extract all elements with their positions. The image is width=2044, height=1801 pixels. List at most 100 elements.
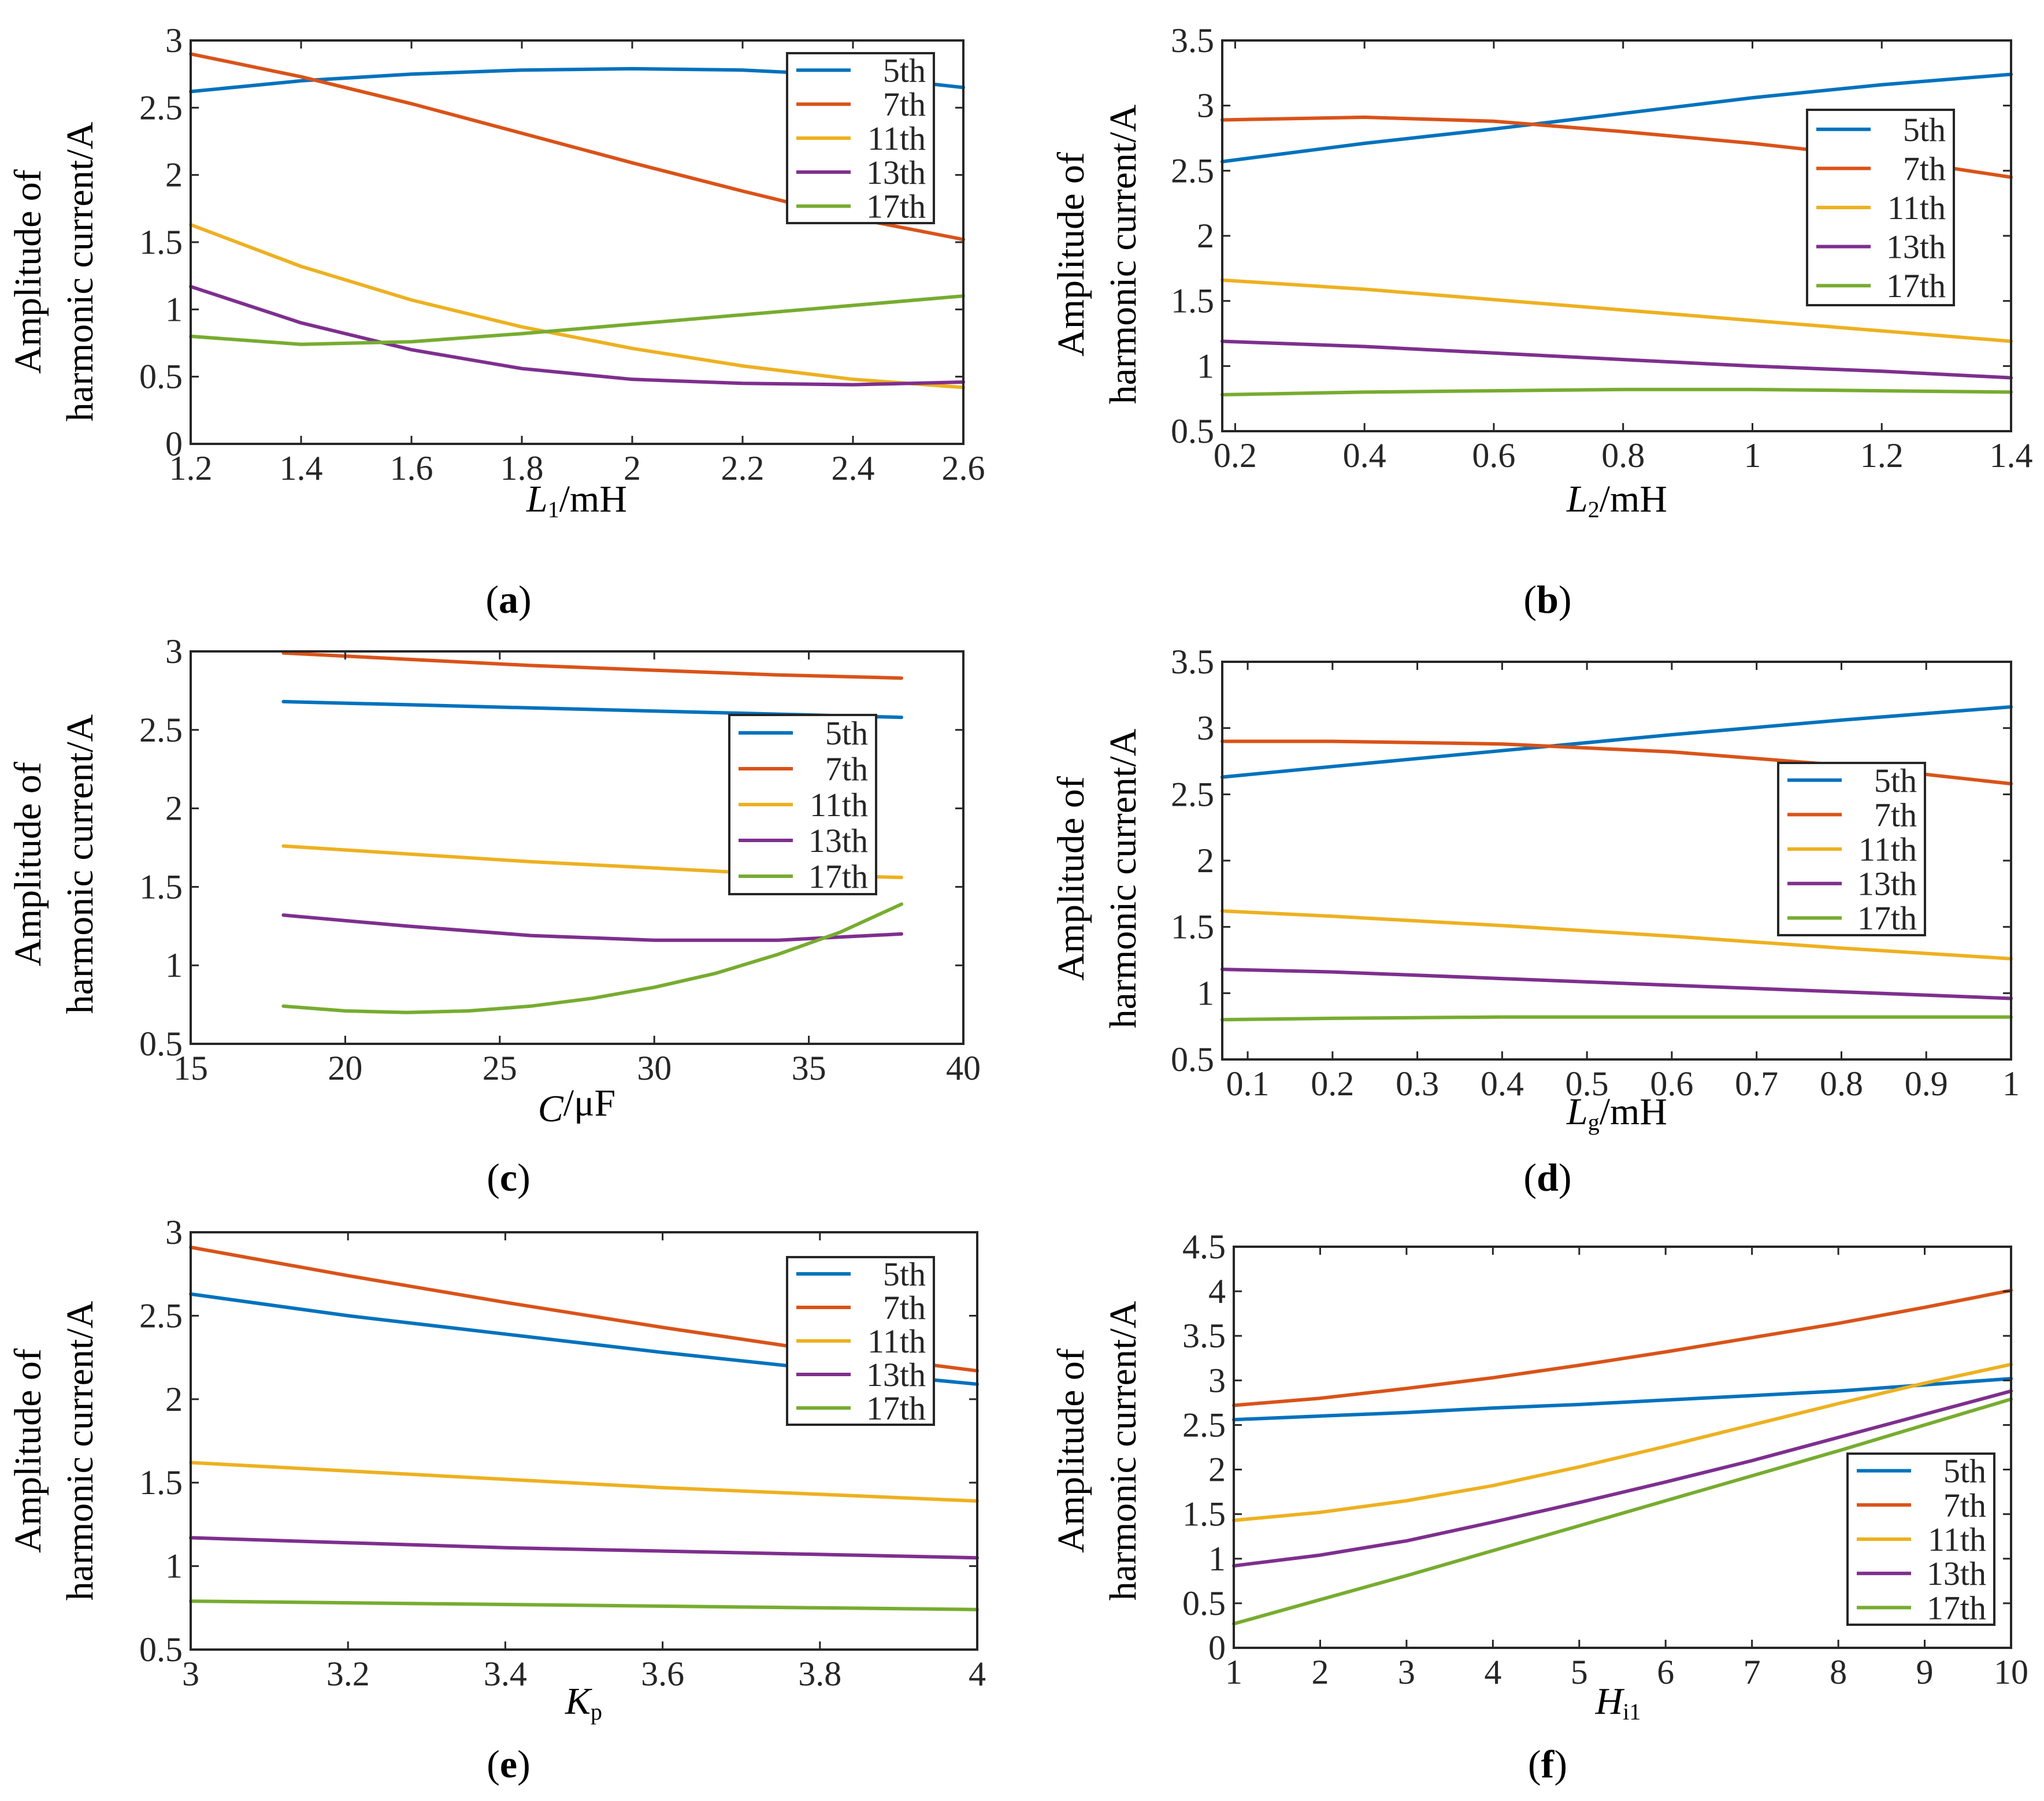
y-tick-label: 2.5 bbox=[1171, 775, 1214, 813]
x-axis-label-symbol: L bbox=[1566, 478, 1588, 520]
legend-label-7th: 7th bbox=[1903, 150, 1946, 187]
y-tick-label: 2.5 bbox=[139, 88, 183, 127]
series-line-5th bbox=[1221, 72, 2013, 164]
panel-label-close: ) bbox=[1559, 577, 1572, 621]
y-tick-label: 0.5 bbox=[139, 358, 183, 396]
y-tick-label: 0.5 bbox=[1171, 1040, 1214, 1079]
x-tick-label: 25 bbox=[483, 1049, 517, 1087]
series-line-13th bbox=[189, 284, 965, 387]
y-tick-label: 2 bbox=[1197, 217, 1214, 255]
legend-label-5th: 5th bbox=[1943, 1452, 1986, 1490]
legend-label-5th: 5th bbox=[883, 51, 926, 89]
x-tick-label: 35 bbox=[792, 1049, 826, 1087]
panel-label-close: ) bbox=[1554, 1742, 1567, 1786]
panel-label-letter: b bbox=[1537, 577, 1559, 621]
x-tick-label: 0.8 bbox=[1820, 1065, 1863, 1103]
legend-label-7th: 7th bbox=[825, 750, 868, 788]
y-tick-label: 0.5 bbox=[139, 1025, 183, 1063]
x-tick-label: 0.6 bbox=[1472, 436, 1515, 475]
series-line-7th bbox=[1232, 1288, 2013, 1407]
panel-label: (c) bbox=[487, 1155, 531, 1199]
x-tick-label: 3 bbox=[1398, 1653, 1415, 1691]
x-tick-label: 0.7 bbox=[1735, 1065, 1778, 1103]
x-tick-label: 5 bbox=[1571, 1653, 1588, 1691]
series-line-11th bbox=[1221, 278, 2013, 343]
x-tick-label: 10 bbox=[1994, 1653, 2028, 1691]
y-tick-label: 0.5 bbox=[1171, 412, 1214, 450]
x-axis-label: Kp bbox=[565, 1680, 602, 1725]
y-tick-label: 1.5 bbox=[139, 1463, 183, 1502]
y-tick-label: 2 bbox=[1197, 842, 1214, 880]
x-tick-label: 9 bbox=[1916, 1653, 1934, 1691]
y-tick-label: 2.5 bbox=[1182, 1406, 1226, 1444]
y-tick-label: 0 bbox=[165, 425, 183, 463]
series-line-13th bbox=[1232, 1389, 2013, 1568]
legend-label-11th: 11th bbox=[810, 786, 868, 824]
x-tick-label: 0.5 bbox=[1566, 1065, 1609, 1103]
series-line-5th bbox=[1232, 1377, 2013, 1422]
series-line-17th bbox=[1221, 387, 2013, 396]
y-tick-label: 2 bbox=[165, 156, 183, 194]
x-tick-label: 2 bbox=[1311, 1653, 1329, 1691]
x-axis-label-symbol: L bbox=[1566, 1091, 1588, 1133]
legend-label-7th: 7th bbox=[883, 86, 926, 123]
series-line-17th bbox=[189, 1599, 979, 1611]
series-line-17th bbox=[281, 902, 903, 1014]
chart-panel-c: 15 20 25 30 35 40 0.5 1 1.5 2 2.5 3 Amplitude of h… bbox=[7, 632, 981, 1199]
panel-label-open: ( bbox=[487, 1742, 500, 1786]
x-axis-label-symbol: C bbox=[538, 1088, 564, 1130]
legend-label-17th: 17th bbox=[866, 188, 926, 225]
y-axis-label-line2: harmonic current/A bbox=[1102, 728, 1144, 1028]
legend-label-11th: 11th bbox=[867, 120, 926, 157]
y-tick-label: 4.5 bbox=[1182, 1228, 1226, 1266]
x-tick-label: 0.8 bbox=[1601, 436, 1645, 475]
x-tick-label: 2.2 bbox=[721, 449, 765, 487]
y-tick-label: 3.5 bbox=[1171, 21, 1214, 60]
series-line-13th bbox=[1221, 968, 2013, 1000]
x-axis-label: L1/mH bbox=[526, 478, 627, 522]
x-tick-label: 1.6 bbox=[390, 449, 433, 487]
x-tick-label: 2.6 bbox=[942, 449, 985, 487]
panel-label-open: ( bbox=[1523, 1155, 1537, 1199]
series-line-7th bbox=[281, 651, 903, 680]
x-tick-label: 40 bbox=[946, 1049, 981, 1087]
legend-label-5th: 5th bbox=[1903, 111, 1946, 149]
chart-panel-b: 0.2 0.4 0.6 0.8 1 1.2 1.4 0.5 1 1.5 2 2.5 3 3.5 Ampl… bbox=[1050, 21, 2033, 621]
series-line-13th bbox=[281, 913, 903, 942]
x-tick-label: 15 bbox=[173, 1049, 208, 1087]
x-tick-label: 1 bbox=[1225, 1653, 1242, 1691]
legend-label-5th: 5th bbox=[825, 714, 868, 752]
x-tick-label: 3.6 bbox=[641, 1655, 684, 1693]
y-tick-label: 1 bbox=[1197, 347, 1214, 385]
y-axis-label-line1: Amplitude of bbox=[1050, 152, 1092, 357]
y-tick-label: 3 bbox=[1208, 1361, 1226, 1399]
y-axis-label-line1: Amplitude of bbox=[1050, 1348, 1092, 1553]
panel-label-letter: c bbox=[500, 1155, 517, 1199]
y-tick-label: 1 bbox=[165, 290, 183, 328]
y-tick-label: 0.5 bbox=[1182, 1584, 1226, 1622]
panel-label-close: ) bbox=[1559, 1155, 1572, 1199]
x-tick-label: 1.4 bbox=[280, 449, 323, 487]
legend-label-11th: 11th bbox=[867, 1322, 926, 1360]
x-tick-label: 1.8 bbox=[500, 449, 544, 487]
x-tick-label: 0.2 bbox=[1311, 1065, 1354, 1103]
x-axis-label-unit: /μF bbox=[563, 1082, 615, 1124]
legend-label-11th: 11th bbox=[1887, 189, 1946, 227]
y-axis-label-line2: harmonic current/A bbox=[59, 1300, 101, 1600]
legend-label-7th: 7th bbox=[1874, 796, 1917, 833]
legend-label-13th: 13th bbox=[866, 154, 926, 191]
x-tick-label: 0.4 bbox=[1343, 436, 1386, 475]
y-tick-label: 1.5 bbox=[1171, 282, 1214, 320]
panel-label-open: ( bbox=[485, 577, 499, 621]
panel-label: (e) bbox=[487, 1742, 531, 1786]
x-tick-label: 1.2 bbox=[169, 449, 213, 487]
y-tick-label: 1.5 bbox=[1182, 1495, 1226, 1533]
x-tick-label: 2.4 bbox=[832, 449, 875, 487]
series-line-11th bbox=[189, 223, 965, 390]
x-tick-label: 3 bbox=[182, 1655, 199, 1693]
x-tick-label: 0.2 bbox=[1214, 436, 1257, 475]
